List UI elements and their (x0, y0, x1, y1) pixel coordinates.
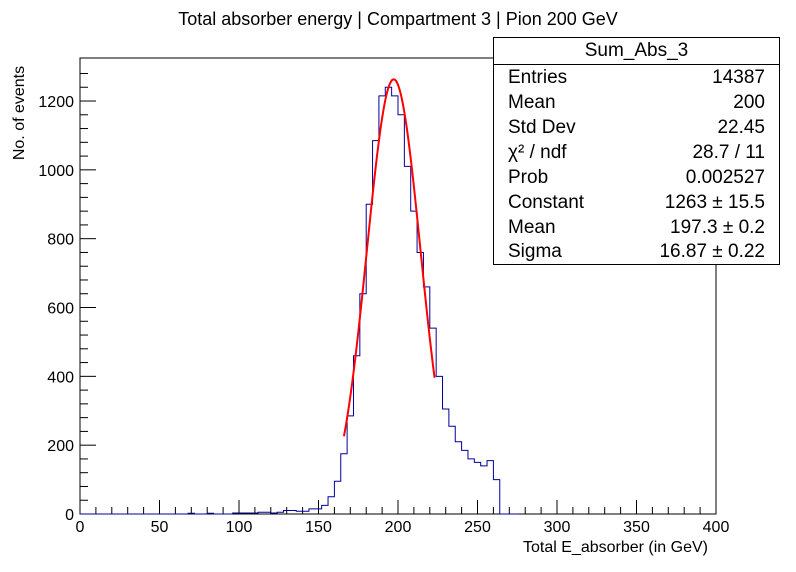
stats-row: Constant 1263 ± 15.5 (494, 190, 779, 215)
stats-value: 16.87 ± 0.22 (659, 241, 765, 262)
stats-key: χ² / ndf (508, 142, 567, 163)
stats-value: 0.002527 (685, 167, 765, 188)
x-tick-label: 350 (623, 519, 650, 536)
y-tick-label: 0 (65, 507, 74, 524)
y-tick-label: 800 (47, 232, 74, 249)
stats-key: Mean (508, 217, 556, 238)
stats-row: Sigma 16.87 ± 0.22 (494, 239, 779, 264)
x-tick-label: 400 (703, 519, 730, 536)
stats-box: Sum_Abs_3 Entries 14387 Mean 200 Std Dev… (493, 37, 780, 265)
stats-key: Entries (508, 67, 568, 88)
y-axis: 0 200 400 600 800 1000 1200 (38, 72, 96, 524)
y-tick-label: 1000 (38, 163, 74, 180)
x-tick-label: 50 (151, 519, 169, 536)
x-axis-label: Total E_absorber (in GeV) (523, 539, 708, 556)
stats-row: Mean 197.3 ± 0.2 (494, 215, 779, 240)
stats-title: Sum_Abs_3 (494, 38, 779, 65)
stats-value: 200 (733, 92, 765, 113)
x-axis: 0 50 100 150 200 250 300 350 400 (76, 500, 730, 536)
stats-value: 28.7 / 11 (692, 142, 765, 163)
y-tick-label: 1200 (38, 94, 74, 111)
stats-key: Constant (508, 192, 585, 213)
stats-value: 22.45 (717, 117, 765, 138)
stats-key: Std Dev (508, 117, 576, 138)
x-tick-label: 100 (226, 519, 253, 536)
x-tick-label: 0 (76, 519, 85, 536)
stats-key: Sigma (508, 241, 562, 262)
chart-title: Total absorber energy | Compartment 3 | … (178, 9, 618, 29)
y-tick-label: 200 (47, 438, 74, 455)
x-tick-label: 250 (464, 519, 491, 536)
x-tick-label: 300 (544, 519, 571, 536)
stats-value: 197.3 ± 0.2 (670, 217, 765, 238)
stats-key: Prob (508, 167, 549, 188)
stats-row: χ² / ndf 28.7 / 11 (494, 140, 779, 165)
stats-row: Prob 0.002527 (494, 165, 779, 190)
stats-value: 14387 (712, 67, 765, 88)
x-tick-label: 150 (305, 519, 332, 536)
y-tick-label: 400 (47, 369, 74, 386)
y-tick-label: 600 (47, 301, 74, 318)
stats-row: Std Dev 22.45 (494, 115, 779, 140)
gaussian-fit-curve (342, 78, 436, 437)
histogram-line (80, 86, 519, 515)
stats-key: Mean (508, 92, 556, 113)
stats-row: Mean 200 (494, 90, 779, 115)
x-tick-label: 200 (385, 519, 412, 536)
stats-row: Entries 14387 (494, 65, 779, 90)
y-axis-label: No. of events (11, 65, 28, 161)
stats-value: 1263 ± 15.5 (664, 192, 765, 213)
